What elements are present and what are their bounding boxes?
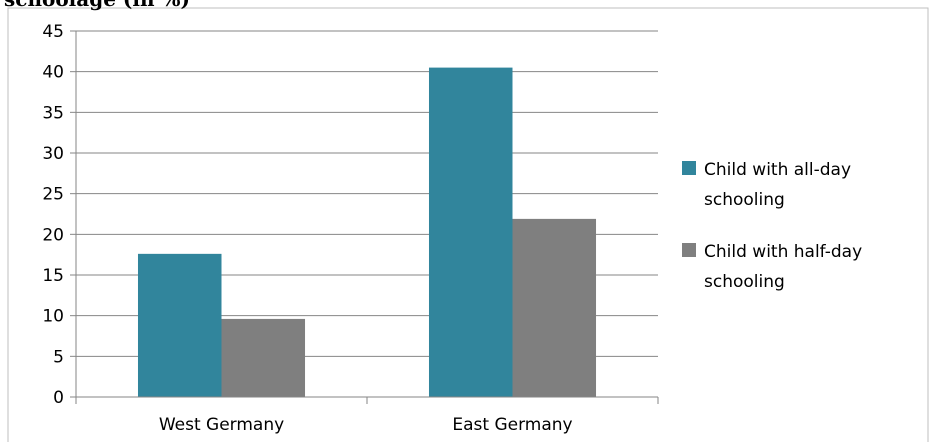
y-tick-label: 45 (42, 22, 64, 42)
y-tick-label: 10 (42, 307, 64, 327)
legend-label-1: Child with all-day schooling (704, 160, 851, 210)
y-tick-label: 20 (42, 225, 64, 245)
y-tick-label: 5 (53, 347, 64, 367)
legend-label-2: Child with half-day schooling (704, 242, 862, 292)
bar-west-germany-series-1 (137, 253, 222, 397)
chart-title: schoolage (in %) (4, 0, 190, 11)
legend-label-line: schooling (704, 272, 785, 292)
legend-swatch-1 (682, 161, 696, 175)
y-tick-label: 30 (42, 144, 64, 164)
x-axis-tick-labels: West Germany East Germany (159, 415, 573, 435)
bar-east-germany-series-1 (428, 67, 513, 397)
y-tick-label: 35 (42, 103, 64, 123)
bars (137, 67, 597, 397)
legend-label-line: Child with all-day (704, 160, 851, 180)
y-tick-label: 15 (42, 266, 64, 286)
x-tick-label: East Germany (452, 415, 572, 435)
y-tick-label: 25 (42, 185, 64, 205)
axes (70, 30, 659, 404)
bar-west-germany-series-2 (221, 318, 306, 397)
y-axis-tick-labels: 0 5 10 15 20 25 30 35 40 45 (42, 22, 64, 408)
x-tick-label: West Germany (159, 415, 284, 435)
bar-east-germany-series-2 (512, 218, 597, 397)
legend-label-line: Child with half-day (704, 242, 862, 262)
legend-swatch-2 (682, 243, 696, 257)
y-tick-label: 0 (53, 388, 64, 408)
chart-border (7, 7, 929, 442)
y-tick-label: 40 (42, 63, 64, 83)
legend-label-line: schooling (704, 190, 785, 210)
